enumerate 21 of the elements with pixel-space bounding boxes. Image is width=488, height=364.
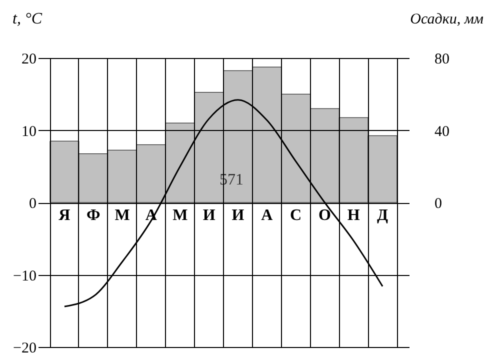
x-tick-label: О xyxy=(318,207,331,224)
x-tick-label: Ф xyxy=(86,207,100,224)
x-tick-label: Н xyxy=(347,207,360,224)
y-tick-label: 20 xyxy=(22,52,36,68)
x-tick-label: Я xyxy=(58,207,71,224)
y2-tick-label: 40 xyxy=(434,124,450,140)
x-tick-label: И xyxy=(202,207,216,224)
y2-tick-label: 0 xyxy=(434,196,442,212)
x-tick-label: М xyxy=(172,207,188,224)
y-tick-label: −10 xyxy=(13,268,36,284)
y2-axis-title: Осадки, мм xyxy=(410,12,484,28)
x-tick-label: А xyxy=(261,207,274,224)
y-axis-title: t, °C xyxy=(12,10,42,28)
y2-tick-label: 80 xyxy=(434,52,450,68)
y-tick-label: −20 xyxy=(13,340,36,356)
y-tick-label: 10 xyxy=(22,124,36,140)
x-tick-label: М xyxy=(114,207,130,224)
x-tick-label: Д xyxy=(377,207,388,224)
x-tick-label: С xyxy=(290,207,302,224)
x-tick-label: И xyxy=(232,207,245,224)
y-tick-label: 0 xyxy=(29,196,36,212)
